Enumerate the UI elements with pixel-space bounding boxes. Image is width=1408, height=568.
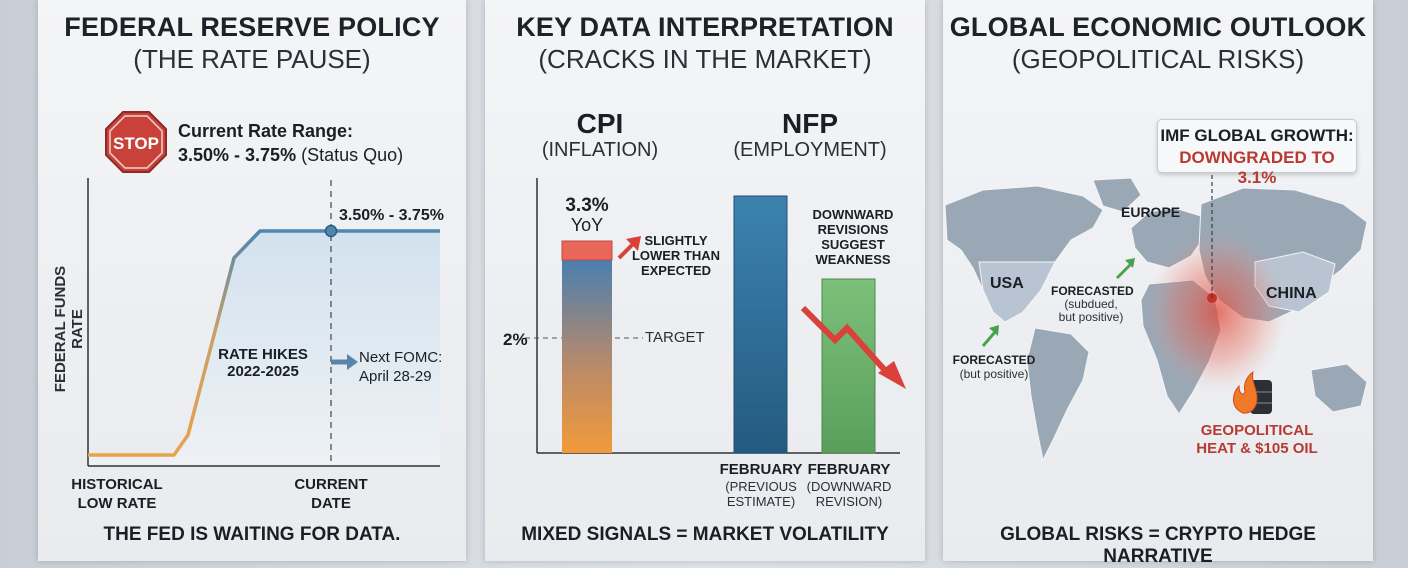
rate-line [88, 229, 440, 457]
world-map [944, 172, 1368, 462]
target-right-label: TARGET [645, 329, 705, 346]
label-forecast2-main: FORECASTED [952, 353, 1036, 367]
nfp-cat2-sublabel: (DOWNWARD REVISION) [806, 479, 892, 509]
panel-footer: GLOBAL RISKS = CRYPTO HEDGE NARRATIVE [1000, 524, 1316, 567]
middle-east-heat-zone [1147, 232, 1287, 392]
label-geopolitical: GEOPOLITICAL HEAT & $105 OIL [1196, 422, 1318, 457]
peak-label: 3.50% - 3.75% [339, 207, 444, 224]
rate-chart: 3.50% - 3.75% [87, 178, 444, 467]
cpi-heading: CPI [576, 108, 624, 139]
down-arrow [800, 305, 893, 379]
green-arrow-usa [981, 331, 997, 347]
fed-policy-panel: FEDERAL RESERVE POLICY (THE RATE PAUSE) … [38, 0, 466, 561]
global-outlook-panel: GLOBAL ECONOMIC OUTLOOK (GEOPOLITICAL RI… [943, 0, 1373, 567]
next-fomc-label: Next FOMC: April 28-29 [359, 349, 443, 385]
usa-shape [978, 261, 1056, 323]
nfp-prev-bar [733, 195, 788, 454]
nfp-cat1-sublabel: (PREVIOUS ESTIMATE) [725, 479, 797, 509]
label-forecast2-sub: (but positive) [959, 367, 1029, 381]
green-arrowhead-usa [989, 325, 999, 336]
panel-footer: MIXED SIGNALS = MARKET VOLATILITY [521, 524, 889, 545]
x-label-current: CURRENT DATE [294, 476, 368, 512]
nfp-cat2-label: FEBRUARY [807, 461, 891, 478]
australia-shape [1310, 363, 1368, 413]
panel-subtitle: (CRACKS IN THE MARKET) [538, 44, 872, 74]
x-label-historical: HISTORICAL LOW RATE [71, 476, 163, 512]
rate-range-line: 3.50% - 3.75% (Status Quo) [178, 145, 403, 166]
green-arrow-europe [1115, 262, 1133, 280]
panel-subtitle: (THE RATE PAUSE) [133, 44, 371, 74]
rate-range-value: 3.50% - 3.75% [178, 145, 297, 165]
imf-value: DOWNGRADED TO 3.1% [1179, 148, 1335, 187]
cpi-bar-top [561, 240, 613, 261]
nfp-note: DOWNWARD REVISIONS SUGGEST WEAKNESS [812, 207, 894, 267]
green-arrowhead-europe [1125, 258, 1135, 268]
nfp-cat1-label: FEBRUARY [719, 461, 803, 478]
label-china: CHINA [1266, 285, 1317, 302]
rate-area-fill [88, 231, 440, 466]
rate-hikes-label: RATE HIKES 2022-2025 [218, 346, 308, 380]
cpi-note: SLIGHTLY LOWER THAN EXPECTED [631, 233, 721, 278]
cpi-value-label: 3.3% [565, 195, 609, 216]
cpi-up-arrowhead [626, 236, 641, 251]
south-america-shape [1026, 327, 1090, 462]
nfp-subheading: (EMPLOYMENT) [733, 139, 887, 161]
cpi-value-sublabel: YoY [570, 215, 604, 235]
rate-range-heading: Current Rate Range: [178, 121, 354, 141]
nfp-heading: NFP [782, 108, 838, 139]
panel-subtitle: (GEOPOLITICAL RISKS) [1011, 44, 1305, 74]
panel-title: KEY DATA INTERPRETATION [516, 12, 894, 42]
cpi-bar [562, 260, 612, 453]
panel-title: GLOBAL ECONOMIC OUTLOOK [949, 12, 1367, 42]
fomc-arrowhead [347, 354, 358, 370]
rate-range-note: (Status Quo) [301, 145, 404, 165]
label-forecast-main: FORECASTED [1051, 284, 1134, 298]
panel-footer: THE FED IS WAITING FOR DATA. [103, 524, 401, 545]
greenland-shape [1092, 177, 1142, 213]
stop-sign-icon: STOP [105, 111, 167, 173]
flame-icon [1233, 370, 1258, 414]
imf-callout: IMF GLOBAL GROWTH: DOWNGRADED TO 3.1% [1157, 119, 1357, 187]
key-data-panel: KEY DATA INTERPRETATION (CRACKS IN THE M… [485, 0, 925, 561]
stop-label: STOP [113, 134, 159, 153]
label-forecast-sub: (subdued, but positive) [1058, 297, 1124, 324]
label-europe: EUROPE [1121, 204, 1181, 220]
label-usa: USA [990, 275, 1024, 292]
down-arrowhead [878, 361, 906, 389]
cpi-up-arrow [617, 242, 635, 260]
cpi-subheading: (INFLATION) [541, 139, 659, 161]
nfp-rev-bar [821, 278, 876, 454]
key-data-chart: 2% [503, 178, 906, 454]
imf-heading: IMF GLOBAL GROWTH: [1160, 126, 1354, 145]
panel-title: FEDERAL RESERVE POLICY [64, 12, 440, 42]
target-left-label: 2% [503, 330, 528, 349]
current-rate-point [324, 224, 338, 238]
